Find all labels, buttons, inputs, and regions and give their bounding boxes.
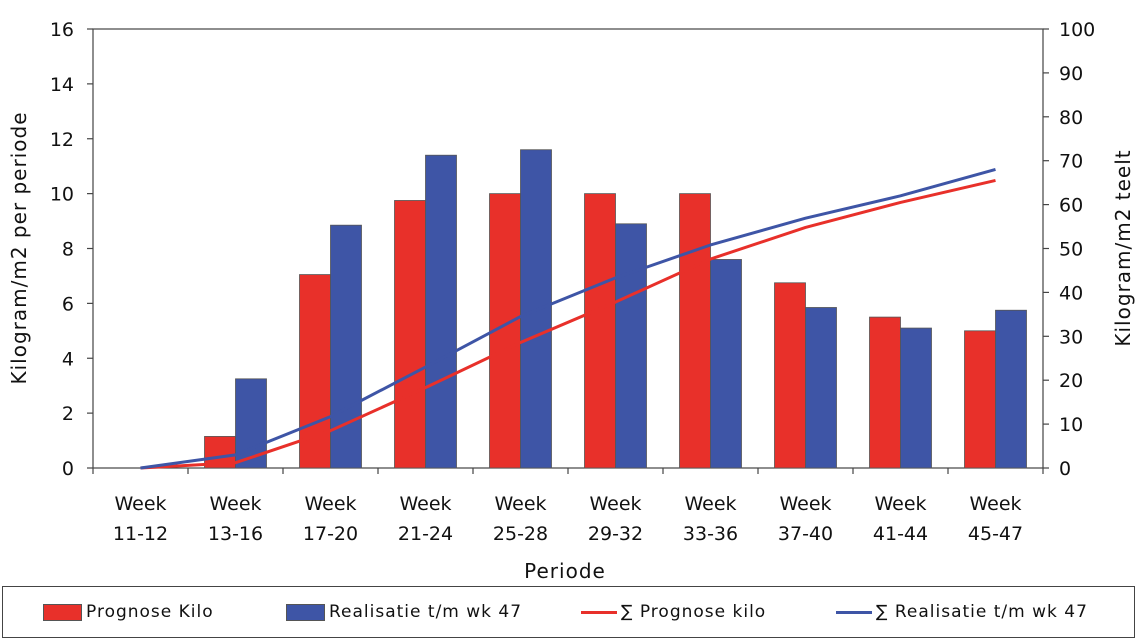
y-left-tick-label: 12	[50, 129, 74, 151]
bar-prognose-kilo	[584, 193, 616, 469]
x-tick-label: 25-28	[493, 523, 548, 545]
bar-prognose-kilo	[774, 282, 806, 469]
legend: Prognose Kilo Realisatie t/m wk 47 ∑ Pro…	[2, 586, 1135, 638]
line-cum-prognose	[140, 178, 996, 470]
bar-realisatie	[805, 307, 837, 469]
x-tick-label: Week	[304, 493, 356, 515]
bar-realisatie	[330, 224, 362, 469]
bar-realisatie	[995, 309, 1027, 469]
y-left-tick-label: 2	[62, 403, 74, 425]
y-left-tick-label: 10	[50, 184, 74, 206]
bar-realisatie	[425, 154, 457, 469]
legend-line-cum-prognose	[581, 610, 617, 614]
bar-realisatie	[615, 223, 647, 469]
y-right-tick-label: 60	[1059, 195, 1083, 217]
y-right-axis-title: Kilogram/m2 teelt	[1111, 149, 1135, 346]
y-right-tick-label: 30	[1059, 326, 1083, 348]
y-right-tick-label: 0	[1059, 458, 1071, 480]
y-left-tick-label: 4	[62, 348, 74, 370]
x-tick-label: 21-24	[398, 523, 453, 545]
bar-prognose-kilo	[679, 193, 711, 469]
y-right-tick-label: 10	[1059, 414, 1083, 436]
bar-realisatie	[900, 327, 932, 469]
x-tick-label: Week	[399, 493, 451, 515]
x-tick-label: Week	[589, 493, 641, 515]
x-tick-label: 17-20	[303, 523, 358, 545]
bar-prognose-kilo	[394, 200, 426, 469]
bar-prognose-kilo	[869, 316, 901, 469]
y-left-axis-title: Kilogram/m2 per periode	[7, 111, 31, 384]
x-tick-label: 41-44	[873, 523, 928, 545]
x-tick-label: Week	[874, 493, 926, 515]
legend-item-realisatie: Realisatie t/m wk 47	[286, 587, 522, 637]
legend-swatch-realisatie	[286, 603, 325, 621]
x-tick-label: Week	[779, 493, 831, 515]
x-tick-label: Week	[209, 493, 261, 515]
y-left-tick-label: 16	[50, 19, 74, 41]
bar-realisatie	[710, 259, 742, 469]
x-tick-label: Week	[684, 493, 736, 515]
x-tick-label: 45-47	[968, 523, 1023, 545]
bar-prognose-kilo	[964, 330, 996, 469]
x-tick-label: 11-12	[113, 523, 168, 545]
legend-item-prognose-kilo: Prognose Kilo	[43, 587, 214, 637]
legend-label-realisatie: Realisatie t/m wk 47	[329, 602, 523, 622]
legend-line-cum-realisatie	[836, 610, 872, 614]
line-cum-realisatie	[140, 168, 996, 470]
chart: 0 2 4 6 8 10 12 14 16 0 10 20 30 40 50 60 70 80 90 100 Week 1…	[7, 19, 1135, 583]
bar-prognose-kilo	[489, 193, 521, 469]
y-right-tick-label: 100	[1059, 19, 1095, 41]
y-right-tick-label: 70	[1059, 151, 1083, 173]
x-tick-label: 13-16	[208, 523, 263, 545]
x-tick-label: 37-40	[778, 523, 833, 545]
y-left-tick-label: 8	[62, 239, 74, 261]
y-left-tick-label: 0	[62, 458, 74, 480]
y-right-tick-label: 40	[1059, 282, 1083, 304]
y-left-tick-label: 6	[62, 293, 74, 315]
legend-label-prognose-kilo: Prognose Kilo	[86, 602, 214, 622]
legend-item-cum-realisatie: ∑ Realisatie t/m wk 47	[836, 587, 1088, 637]
bar-prognose-kilo	[299, 274, 331, 469]
x-tick-label: Week	[969, 493, 1021, 515]
y-right-tick-label: 80	[1059, 107, 1083, 129]
y-right-tick-label: 50	[1059, 239, 1083, 261]
x-axis-title: Periode	[524, 559, 606, 583]
x-tick-label: Week	[494, 493, 546, 515]
x-tick-label: Week	[114, 493, 166, 515]
legend-label-cum-prognose: ∑ Prognose kilo	[621, 602, 767, 622]
x-tick-label: 33-36	[683, 523, 738, 545]
x-tick-label: 29-32	[588, 523, 643, 545]
y-right-tick-label: 20	[1059, 370, 1083, 392]
legend-swatch-prognose-kilo	[43, 603, 82, 621]
y-left-tick-label: 14	[50, 74, 74, 96]
y-right-tick-label: 90	[1059, 63, 1083, 85]
legend-label-cum-realisatie: ∑ Realisatie t/m wk 47	[876, 602, 1088, 622]
legend-item-cum-prognose: ∑ Prognose kilo	[581, 587, 766, 637]
